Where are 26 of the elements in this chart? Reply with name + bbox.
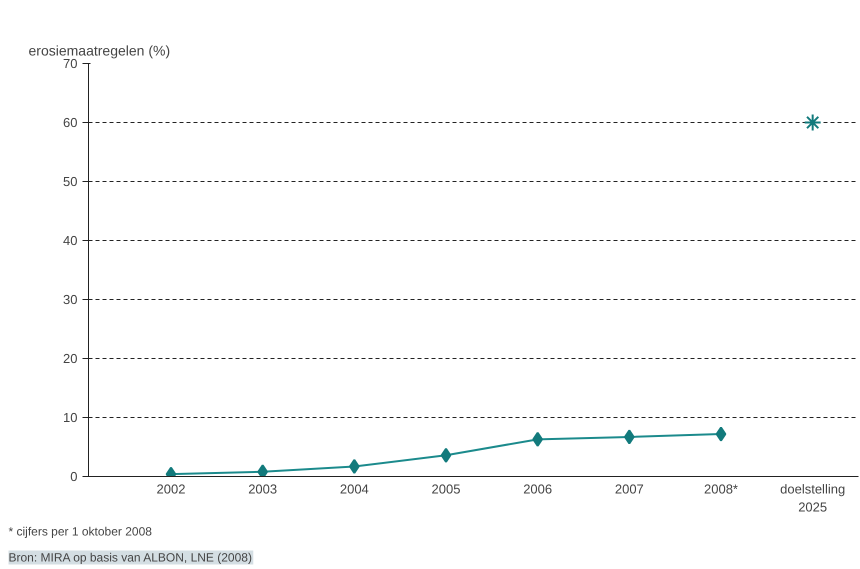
y-tick-label: 50 xyxy=(63,174,78,189)
point xyxy=(716,426,726,442)
point xyxy=(804,114,822,132)
x-tick-label: 2006 xyxy=(523,482,552,496)
point xyxy=(257,464,268,476)
y-axis-title: erosiemaatregelen (%) xyxy=(28,42,170,58)
point xyxy=(349,458,360,474)
x-tick-label: doelstelling 2025 xyxy=(780,482,846,514)
text: Bron: MIRA op basis van ALBON, LNE (2008) xyxy=(8,550,252,564)
x-tick-label: 2007 xyxy=(614,482,644,496)
x-tick-label: 2003 xyxy=(248,482,278,496)
y-tick-label: 30 xyxy=(63,292,78,307)
y-tick-label: 0 xyxy=(70,469,78,484)
point xyxy=(532,432,543,447)
point xyxy=(440,448,452,463)
y-tick-label: 40 xyxy=(63,233,78,248)
x-tick-label: 2002 xyxy=(156,482,186,496)
text: * cijfers per 1 oktober 2008 xyxy=(8,524,152,538)
y-tick-label: 20 xyxy=(63,351,78,366)
x-tick-label: 2005 xyxy=(432,482,460,496)
point xyxy=(624,429,635,444)
y-tick-label: 10 xyxy=(63,410,78,425)
x-tick-label: 2008* xyxy=(704,482,738,496)
y-tick-label: 70 xyxy=(63,56,78,71)
x-tick-label: 2004 xyxy=(340,482,369,496)
y-tick-label: 60 xyxy=(63,115,78,130)
